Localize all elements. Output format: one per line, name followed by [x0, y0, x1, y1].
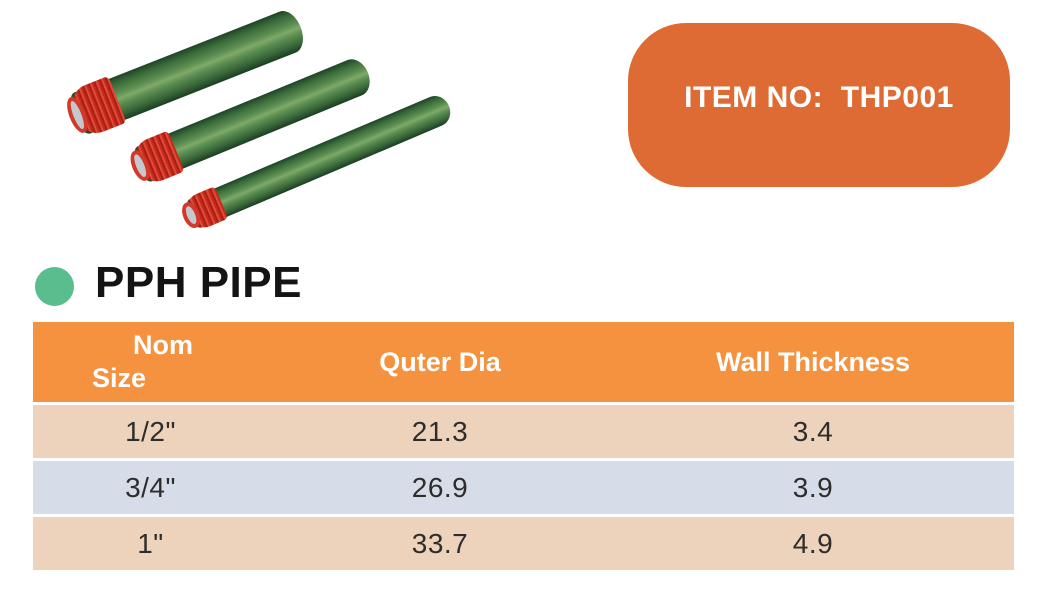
- header-nom-size: Nom Size: [33, 322, 268, 402]
- header-outer-dia: Quter Dia: [379, 346, 501, 377]
- pipe-cap-red: [62, 75, 127, 140]
- item-no-badge: ITEM NO: THP001: [628, 23, 1010, 187]
- product-photo-pipes: [0, 0, 520, 260]
- table-row: 1/2" 21.3 3.4: [33, 405, 1014, 458]
- cell-wall-thickness: 3.9: [792, 471, 834, 503]
- green-dot-icon: [35, 267, 74, 306]
- table-row: 3/4" 26.9 3.9: [33, 461, 1014, 514]
- cell-outer-dia: 21.3: [411, 415, 469, 447]
- page-title: PPH PIPE: [95, 258, 302, 307]
- spec-table: Nom Size Quter Dia Wall Thickness 1/2" 2…: [33, 322, 1014, 573]
- header-wall-thickness: Wall Thickness: [715, 346, 911, 377]
- pipe-opening: [178, 199, 204, 231]
- pipe-opening: [62, 94, 92, 136]
- cell-nom-size: 3/4": [125, 471, 176, 503]
- cell-outer-dia: 33.7: [411, 527, 469, 559]
- cell-nom-size: 1": [137, 527, 164, 559]
- cell-outer-dia: 26.9: [411, 471, 469, 503]
- cell-wall-thickness: 4.9: [792, 527, 834, 559]
- pipe-opening: [126, 147, 154, 184]
- item-no-label: ITEM NO: THP001: [684, 81, 954, 114]
- cell-nom-size: 1/2": [125, 415, 176, 447]
- header-nom: Nom: [133, 330, 193, 360]
- pipe-cap-red: [126, 130, 185, 187]
- cell-wall-thickness: 3.4: [792, 415, 834, 447]
- table-header-row: Nom Size Quter Dia Wall Thickness: [33, 322, 1014, 402]
- pipe-cap-red: [178, 186, 229, 233]
- header-size: Size: [92, 363, 147, 393]
- table-row: 1" 33.7 4.9: [33, 517, 1014, 570]
